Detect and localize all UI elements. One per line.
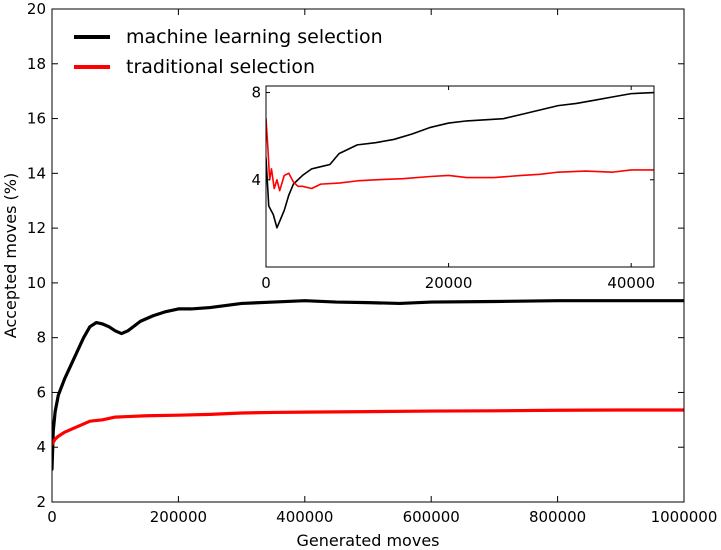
main-y-tick-label: 14	[27, 164, 46, 182]
main-x-tick-label: 200000	[150, 508, 207, 526]
main-x-tick-label: 400000	[276, 508, 333, 526]
inset-series-line-1	[266, 117, 654, 192]
inset-y-tick-label: 8	[251, 84, 261, 102]
legend: machine learning selection traditional se…	[74, 26, 383, 78]
main-y-tick-label: 2	[36, 493, 46, 511]
main-series-line-1	[52, 408, 684, 447]
x-axis-label: Generated moves	[297, 531, 440, 550]
main-y-tick-label: 20	[27, 0, 46, 18]
main-x-tick-label: 0	[47, 508, 57, 526]
main-x-tick-label: 800000	[529, 508, 586, 526]
main-x-tick-label: 600000	[403, 508, 460, 526]
legend-entry-label: traditional selection	[126, 56, 315, 78]
main-y-tick-label: 16	[27, 110, 46, 128]
main-x-tick-label: 1000000	[651, 508, 718, 526]
inset-x-tick-label: 20000	[425, 274, 473, 292]
y-axis-label: Accepted moves (%)	[1, 173, 20, 338]
legend-entry-label: machine learning selection	[126, 26, 383, 48]
main-series-line-0	[52, 299, 684, 471]
inset-axes-frame	[265, 85, 655, 268]
main-y-tick-label: 4	[36, 438, 46, 456]
inset-series-line-0	[266, 91, 654, 229]
inset-y-tick-label: 4	[251, 171, 261, 189]
inset-x-tick-label: 0	[261, 274, 271, 292]
inset-plot: 0 20000 40000 4 8	[251, 84, 655, 292]
main-y-tick-label: 10	[27, 274, 46, 292]
main-y-tick-label: 12	[27, 219, 46, 237]
main-y-tick-label: 18	[27, 55, 46, 73]
main-y-tick-label: 8	[36, 329, 46, 347]
main-y-tick-label: 6	[36, 383, 46, 401]
main-axes-frame	[51, 8, 685, 503]
inset-x-tick-label: 40000	[607, 274, 655, 292]
